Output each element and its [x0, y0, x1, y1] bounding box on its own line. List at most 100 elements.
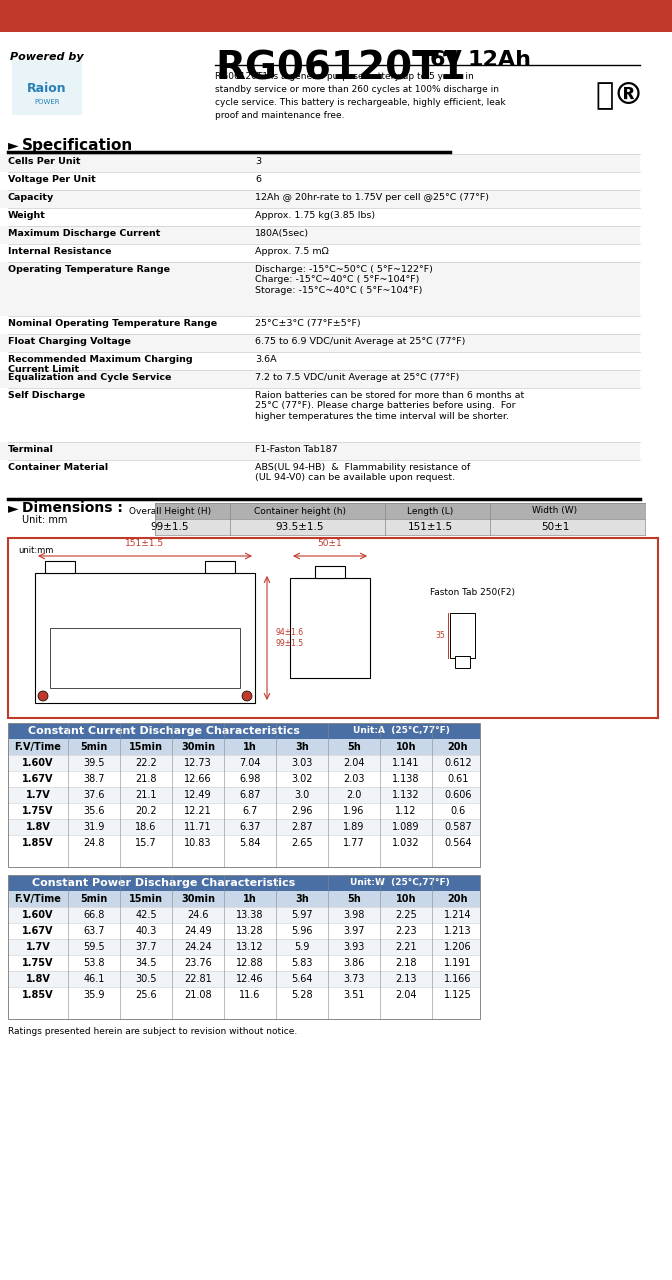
Text: 1h: 1h: [243, 742, 257, 751]
Text: 21.08: 21.08: [184, 989, 212, 1000]
Text: Recommended Maximum Charging
Current Limit: Recommended Maximum Charging Current Lim…: [8, 355, 193, 374]
Text: 21.8: 21.8: [135, 774, 157, 783]
Text: 35.6: 35.6: [83, 806, 105, 817]
Text: 0.612: 0.612: [444, 758, 472, 768]
Bar: [8, 739, 480, 755]
Text: 10h: 10h: [396, 893, 416, 904]
Text: 3.93: 3.93: [343, 942, 365, 952]
Text: 18.6: 18.6: [135, 822, 157, 832]
Bar: [0, 0, 672, 32]
Text: 6.98: 6.98: [239, 774, 261, 783]
Bar: [45, 561, 75, 573]
Text: Ratings presented herein are subject to revision without notice.: Ratings presented herein are subject to …: [8, 1027, 297, 1036]
Bar: [8, 819, 480, 835]
Text: 37.6: 37.6: [83, 790, 105, 800]
Text: Overall Height (H): Overall Height (H): [129, 507, 211, 516]
Text: 6.7: 6.7: [243, 806, 257, 817]
Bar: [450, 613, 475, 658]
Text: 34.5: 34.5: [135, 957, 157, 968]
Text: ABS(UL 94-HB)  &  Flammability resistance of
(UL 94-V0) can be available upon re: ABS(UL 94-HB) & Flammability resistance …: [255, 463, 470, 483]
Bar: [8, 787, 480, 803]
Text: 0.587: 0.587: [444, 822, 472, 832]
Bar: [8, 923, 480, 940]
Bar: [8, 955, 480, 972]
Text: 3h: 3h: [295, 742, 309, 751]
Text: Internal Resistance: Internal Resistance: [8, 247, 112, 256]
Text: Width (W): Width (W): [532, 507, 577, 516]
Text: 24.49: 24.49: [184, 925, 212, 936]
Text: ►: ►: [8, 500, 19, 515]
Text: POWER: POWER: [34, 99, 60, 105]
Text: 1.214: 1.214: [444, 910, 472, 920]
Text: 10h: 10h: [396, 742, 416, 751]
Text: 35: 35: [435, 631, 445, 640]
Text: Dimensions :: Dimensions :: [22, 500, 123, 515]
Text: 12Ah: 12Ah: [468, 50, 532, 70]
Text: 2.65: 2.65: [291, 838, 312, 847]
Bar: [8, 940, 480, 955]
Bar: [8, 771, 480, 787]
Text: 1.67V: 1.67V: [22, 925, 54, 936]
Text: 1.89: 1.89: [343, 822, 365, 832]
Bar: [8, 723, 480, 867]
Text: 5.9: 5.9: [294, 942, 310, 952]
Bar: [0, 32, 672, 150]
Text: 1.60V: 1.60V: [22, 910, 54, 920]
Text: 3.51: 3.51: [343, 989, 365, 1000]
Bar: [8, 835, 480, 851]
Text: 1.213: 1.213: [444, 925, 472, 936]
Bar: [205, 561, 235, 573]
Text: Raion batteries can be stored for more than 6 months at
25°C (77°F). Please char: Raion batteries can be stored for more t…: [255, 390, 524, 421]
Text: 2.04: 2.04: [343, 758, 365, 768]
Text: Self Discharge: Self Discharge: [8, 390, 85, 399]
Text: 12.46: 12.46: [236, 974, 264, 984]
Text: 0.564: 0.564: [444, 838, 472, 847]
Text: 180A(5sec): 180A(5sec): [255, 229, 309, 238]
Text: 2.96: 2.96: [291, 806, 312, 817]
Text: F.V/Time: F.V/Time: [15, 893, 61, 904]
Text: 30min: 30min: [181, 742, 215, 751]
Circle shape: [38, 691, 48, 701]
Text: 66.8: 66.8: [83, 910, 105, 920]
Text: 12.66: 12.66: [184, 774, 212, 783]
Text: 50±1: 50±1: [318, 539, 342, 548]
Text: 5h: 5h: [347, 893, 361, 904]
Text: 23.76: 23.76: [184, 957, 212, 968]
Text: Unit:W  (25°C,77°F): Unit:W (25°C,77°F): [350, 878, 450, 887]
Text: 2.0: 2.0: [346, 790, 362, 800]
Text: 1.96: 1.96: [343, 806, 365, 817]
Text: Constant Power Discharge Characteristics: Constant Power Discharge Characteristics: [32, 878, 296, 888]
Text: 2.18: 2.18: [395, 957, 417, 968]
Text: 53.8: 53.8: [83, 957, 105, 968]
Text: 1.089: 1.089: [392, 822, 420, 832]
Bar: [8, 908, 480, 923]
Text: 24.24: 24.24: [184, 942, 212, 952]
Text: Terminal: Terminal: [8, 445, 54, 454]
Bar: [0, 189, 640, 207]
Text: 3.03: 3.03: [292, 758, 312, 768]
Text: 30min: 30min: [181, 893, 215, 904]
Text: 1h: 1h: [243, 893, 257, 904]
Text: ►: ►: [8, 138, 19, 152]
Text: 12Ah @ 20hr-rate to 1.75V per cell @25°C (77°F): 12Ah @ 20hr-rate to 1.75V per cell @25°C…: [255, 193, 489, 202]
Bar: [50, 628, 240, 689]
Text: 2.87: 2.87: [291, 822, 312, 832]
Text: Approx. 7.5 mΩ: Approx. 7.5 mΩ: [255, 247, 329, 256]
Text: 1.191: 1.191: [444, 957, 472, 968]
Text: 7.2 to 7.5 VDC/unit Average at 25°C (77°F): 7.2 to 7.5 VDC/unit Average at 25°C (77°…: [255, 372, 460, 381]
Text: 1.85V: 1.85V: [22, 838, 54, 847]
Bar: [8, 876, 480, 891]
Text: Container Material: Container Material: [8, 463, 108, 472]
Text: F1-Faston Tab187: F1-Faston Tab187: [255, 445, 337, 454]
Text: RG06120T1: RG06120T1: [215, 50, 466, 88]
Text: 1.8V: 1.8V: [26, 974, 50, 984]
Text: 2.03: 2.03: [343, 774, 365, 783]
Text: 40.3: 40.3: [135, 925, 157, 936]
Text: 13.12: 13.12: [236, 942, 264, 952]
Text: Nominal Operating Temperature Range: Nominal Operating Temperature Range: [8, 319, 217, 328]
Text: 5.84: 5.84: [239, 838, 261, 847]
Text: 99±1.5: 99±1.5: [151, 522, 190, 532]
Text: Length (L): Length (L): [407, 507, 453, 516]
Text: 1.77: 1.77: [343, 838, 365, 847]
Bar: [0, 334, 640, 352]
